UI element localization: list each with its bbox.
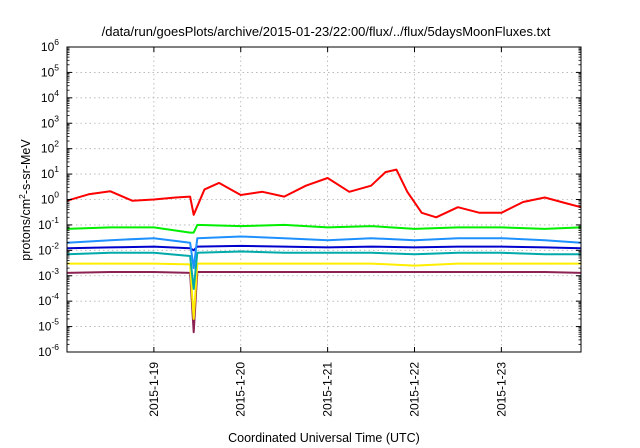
x-axis-title: Coordinated Universal Time (UTC) — [228, 431, 420, 445]
y-tick-label: 102 — [41, 139, 59, 156]
series-line — [66, 223, 582, 234]
y-axis-title-base: protons/cm — [19, 199, 33, 261]
y-tick-label: 103 — [41, 113, 59, 130]
x-axis-ticks: 2015-1-19 2015-1-20 2015-1-21 2015-1-22 2015… — [147, 47, 508, 417]
y-tick-exponent: 4 — [54, 88, 59, 98]
x-tick-label: 2015-1-19 — [147, 362, 161, 417]
chart-title: /data/run/goesPlots/archive/2015-01-23/2… — [102, 24, 551, 39]
y-tick-base: 10 — [41, 142, 55, 156]
y-tick-exponent: 0 — [54, 190, 59, 200]
y-tick-label: 100 — [41, 190, 59, 207]
y-axis-title: protons/cm2-s-sr-MeV — [17, 139, 33, 261]
y-tick-base: 10 — [38, 269, 52, 283]
y-tick-base: 10 — [38, 218, 52, 232]
series-line — [66, 168, 582, 219]
x-tick-label: 2015-1-20 — [234, 362, 248, 417]
y-tick-base: 10 — [41, 167, 55, 181]
series-line — [66, 250, 581, 290]
y-tick-base: 10 — [38, 243, 52, 257]
y-tick-label: 10-4 — [38, 291, 59, 308]
x-tick-label: 2015-1-22 — [407, 362, 421, 417]
y-tick-exponent: 1 — [54, 164, 59, 174]
y-tick-label: 101 — [41, 164, 59, 181]
series-line — [67, 262, 581, 320]
y-tick-label: 105 — [41, 62, 59, 79]
y-tick-exponent: 6 — [54, 37, 59, 47]
y-tick-base: 10 — [38, 345, 52, 359]
series-line — [66, 244, 582, 252]
y-tick-exponent: 3 — [54, 113, 59, 123]
series-layer — [66, 168, 582, 334]
y-axis-title-rest: -s-sr-MeV — [19, 139, 33, 195]
y-tick-base: 10 — [41, 65, 55, 79]
y-tick-label: 10-2 — [38, 240, 59, 257]
y-tick-base: 10 — [38, 320, 52, 334]
y-tick-label: 10-3 — [38, 266, 59, 283]
y-axis-ticks: 10-610-510-410-310-210-11001011021031041… — [38, 37, 581, 359]
y-tick-base: 10 — [38, 294, 52, 308]
y-tick-exponent: -2 — [51, 240, 59, 250]
series-line — [66, 271, 582, 334]
y-tick-label: 106 — [41, 37, 59, 54]
y-tick-exponent: -1 — [51, 215, 59, 225]
y-tick-exponent: -3 — [51, 266, 59, 276]
y-tick-exponent: 2 — [54, 139, 59, 149]
y-tick-exponent: -6 — [51, 342, 59, 352]
y-tick-base: 10 — [41, 40, 55, 54]
y-tick-base: 10 — [41, 193, 55, 207]
y-axis-title-sup: 2 — [17, 194, 27, 199]
x-tick-label: 2015-1-21 — [321, 362, 335, 417]
y-tick-label: 10-5 — [38, 317, 59, 334]
y-tick-base: 10 — [41, 116, 55, 130]
series-line — [66, 235, 582, 270]
y-tick-label: 104 — [41, 88, 59, 105]
y-tick-exponent: -5 — [51, 317, 59, 327]
y-tick-exponent: 5 — [54, 62, 59, 72]
y-tick-exponent: -4 — [51, 291, 59, 301]
x-tick-label: 2015-1-23 — [494, 362, 508, 417]
y-tick-base: 10 — [41, 91, 55, 105]
y-tick-label: 10-6 — [38, 342, 59, 359]
y-tick-label: 10-1 — [38, 215, 59, 232]
